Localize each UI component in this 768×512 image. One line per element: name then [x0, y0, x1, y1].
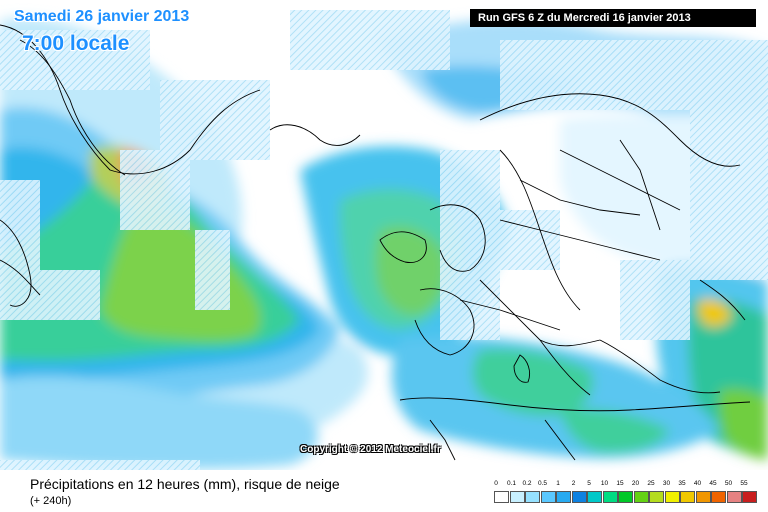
forecast-time: 7:00 locale	[22, 32, 130, 55]
legend-label: 1	[556, 480, 560, 487]
snow-risk-hatching	[0, 10, 768, 470]
legend-swatch	[509, 491, 525, 503]
legend-swatch	[556, 491, 571, 503]
legend-label: 45	[709, 480, 717, 487]
legend-title: Précipitations en 12 heures (mm), risque…	[30, 476, 340, 492]
legend-swatch	[525, 491, 540, 503]
map-footer: Précipitations en 12 heures (mm), risque…	[0, 470, 768, 512]
legend-swatch	[664, 491, 680, 503]
legend-label: 25	[647, 480, 655, 487]
legend-label: 20	[631, 480, 640, 487]
legend-label: 30	[662, 480, 671, 487]
legend-label: 0.1	[506, 480, 517, 487]
legend-swatch	[618, 491, 633, 503]
legend-swatch	[494, 491, 509, 503]
legend-label: 40	[693, 480, 702, 487]
legend-label: 0.5	[537, 480, 548, 487]
legend-swatch	[742, 491, 757, 503]
precipitation-map	[0, 10, 768, 470]
legend-swatch	[680, 491, 695, 503]
legend-swatch	[602, 491, 618, 503]
legend-label: 35	[678, 480, 686, 487]
legend-swatch	[633, 491, 649, 503]
legend-label: 2	[571, 480, 576, 487]
legend-label: 10	[600, 480, 609, 487]
legend-swatch	[587, 491, 602, 503]
legend-swatch	[649, 491, 664, 503]
legend-swatch	[540, 491, 556, 503]
legend-swatch	[726, 491, 742, 503]
legend-swatch	[695, 491, 711, 503]
legend-label: 50	[724, 480, 733, 487]
forecast-date: Samedi 26 janvier 2013	[14, 8, 190, 25]
legend-label: 5	[587, 480, 591, 487]
legend-label: 55	[740, 480, 748, 487]
coastlines-borders	[0, 24, 751, 461]
forecast-lead-time: (+ 240h)	[30, 495, 72, 507]
legend-label: 0.2	[522, 480, 532, 487]
legend-swatch	[711, 491, 726, 503]
legend-label: 0	[494, 480, 498, 487]
model-run-label: Run GFS 6 Z du Mercredi 16 janvier 2013	[470, 9, 756, 27]
legend-label: 15	[616, 480, 624, 487]
legend-swatch	[571, 491, 587, 503]
copyright-notice: Copyright © 2012 Meteociel.fr	[300, 444, 441, 455]
precipitation-legend: 0 0.1 0.2 0.5 1 2 5 10 15 20 25 30 35 40 45 50 55	[494, 480, 764, 510]
